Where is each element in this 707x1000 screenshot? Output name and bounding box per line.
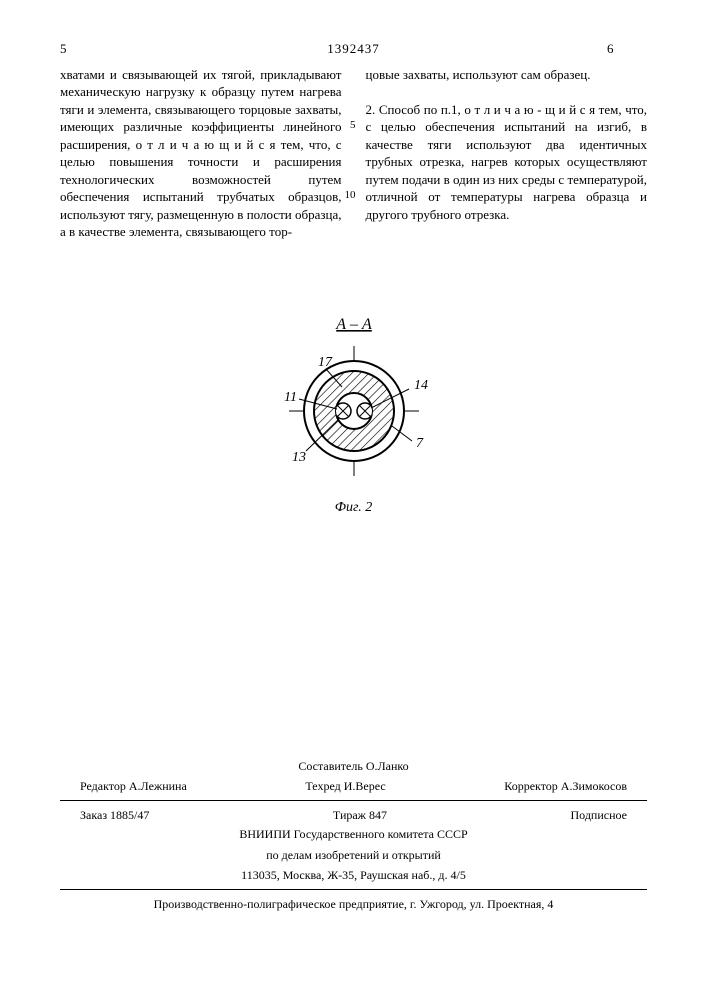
line-marker-10: 10	[345, 188, 356, 203]
page-number-right: 6	[607, 40, 647, 58]
divider	[60, 889, 647, 890]
figure-2: А – А 17 11 14 13 7 Фиг. 2	[60, 311, 647, 518]
label-11: 11	[284, 390, 297, 405]
column-right: цовые захваты, используют сам образец. 2…	[366, 66, 648, 241]
label-17: 17	[318, 355, 333, 370]
corrector: Корректор А.Зимокосов	[504, 778, 627, 794]
document-number: 1392437	[100, 40, 607, 58]
body-text-left: хватами и связывающей их тягой, приклады…	[60, 67, 342, 240]
subscription: Подписное	[571, 807, 628, 823]
body-text-right: цовые захваты, используют сам образец. 2…	[366, 67, 648, 222]
org-line-1: ВНИИПИ Государственного комитета СССР	[60, 826, 647, 842]
footer: Составитель О.Ланко Редактор А.Лежнина Т…	[60, 758, 647, 912]
tirage: Тираж 847	[333, 807, 387, 823]
figure-caption: Фиг. 2	[60, 499, 647, 518]
page-number-left: 5	[60, 40, 100, 58]
section-label: А – А	[335, 316, 372, 333]
text-columns: хватами и связывающей их тягой, приклады…	[60, 66, 647, 241]
address: 113035, Москва, Ж-35, Раушская наб., д. …	[60, 867, 647, 883]
label-14: 14	[414, 378, 428, 393]
divider	[60, 800, 647, 801]
printer: Производственно-полиграфическое предприя…	[60, 896, 647, 912]
org-line-2: по делам изобретений и открытий	[60, 847, 647, 863]
figure-svg: А – А 17 11 14 13 7	[244, 311, 464, 491]
header: 5 1392437 6	[60, 40, 647, 58]
order-number: Заказ 1885/47	[80, 807, 149, 823]
editor: Редактор А.Лежнина	[80, 778, 187, 794]
line-marker-5: 5	[350, 118, 356, 133]
compiler-line: Составитель О.Ланко	[60, 758, 647, 774]
label-7: 7	[416, 436, 424, 451]
column-left: хватами и связывающей их тягой, приклады…	[60, 66, 342, 241]
label-13: 13	[292, 450, 306, 465]
tech-editor: Техред И.Верес	[305, 778, 385, 794]
